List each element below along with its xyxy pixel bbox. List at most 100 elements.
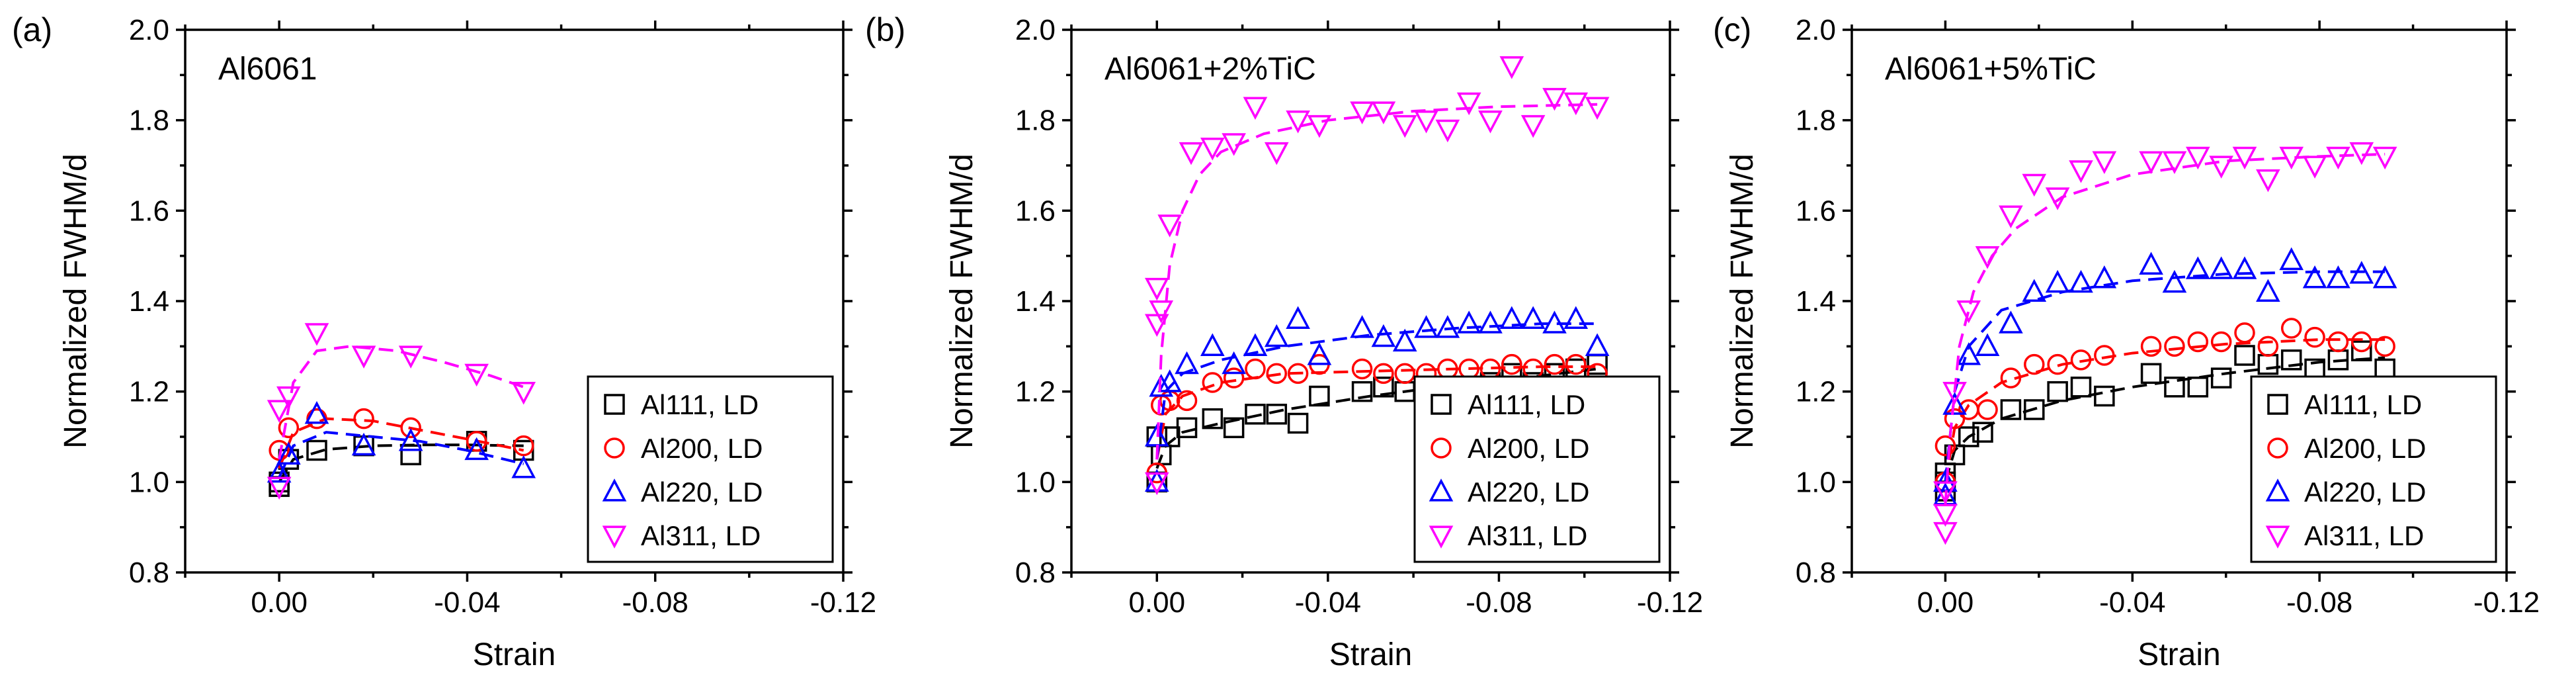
data-point-series-3: [2185, 256, 2210, 279]
legend-marker: [602, 525, 627, 549]
data-point-series-2: [2047, 353, 2068, 375]
data-point-series-3: [2349, 261, 2374, 284]
data-point-series-4: [2302, 156, 2327, 179]
data-point-series-2: [1934, 435, 1956, 457]
data-point-series-3: [1350, 315, 1374, 338]
data-point-series-1: [2374, 358, 2395, 380]
legend-label: Al311, LD: [1468, 520, 1587, 551]
data-point-series-1: [2140, 363, 2162, 384]
data-point-series-3: [1307, 342, 1332, 365]
data-point-series-3: [2279, 247, 2304, 271]
x-axis-title: Strain: [1329, 637, 1412, 672]
data-point-series-1: [2024, 399, 2045, 420]
fit-line-2: [1155, 365, 1598, 460]
data-point-series-1: [1373, 377, 1394, 398]
sample-title: Al6061+5%TiC: [1885, 52, 2097, 87]
legend-label: Al200, LD: [641, 433, 763, 464]
data-point-series-3: [351, 432, 376, 456]
legend-marker: [602, 478, 627, 502]
data-point-series-1: [2000, 399, 2022, 420]
fit-line-2: [1944, 338, 2386, 482]
sample-title: Al6061: [218, 52, 317, 87]
data-point-series-4: [1999, 205, 2023, 228]
data-point-series-2: [2304, 326, 2325, 348]
legend-marker: [1431, 437, 1452, 459]
data-point-series-2: [1944, 408, 1966, 429]
data-point-series-3: [276, 441, 301, 465]
data-point-series-1: [1958, 426, 1979, 447]
data-point-series-4: [1243, 97, 1268, 120]
fit-line-1: [1155, 367, 1598, 469]
x-tick-label: 0.00: [1128, 586, 1185, 619]
y-tick-label: 1.0: [1796, 466, 1836, 498]
data-point-series-2: [1223, 367, 1245, 388]
x-axis-title: Strain: [473, 637, 556, 672]
fit-line-3: [1155, 322, 1598, 460]
data-point-series-4: [1307, 114, 1332, 138]
data-point-series-1: [1309, 385, 1330, 407]
data-point-series-4: [464, 363, 489, 387]
data-point-series-2: [1373, 363, 1394, 384]
y-tick-label: 1.2: [1796, 376, 1836, 408]
x-tick-label: -0.04: [1295, 586, 1361, 619]
x-axis-title: Strain: [2138, 637, 2220, 672]
panel-label: (c): [1713, 11, 1751, 48]
data-point-series-2: [1351, 358, 1373, 380]
data-point-series-4: [2045, 187, 2070, 210]
x-tick-label: -0.04: [2099, 586, 2165, 619]
legend-label: Al220, LD: [641, 476, 763, 508]
data-point-series-1: [1972, 422, 1993, 443]
data-point-series-2: [2140, 336, 2162, 357]
data-point-series-2: [1287, 363, 1309, 384]
data-point-series-1: [1266, 404, 1288, 425]
data-point-series-2: [2024, 353, 2045, 375]
legend-marker: [2267, 437, 2288, 459]
data-point-series-4: [1956, 300, 1981, 324]
data-point-series-4: [1975, 246, 2000, 269]
data-point-series-3: [1200, 333, 1225, 356]
data-point-series-2: [2374, 336, 2395, 357]
data-point-series-3: [1999, 310, 2023, 334]
data-point-series-3: [1371, 324, 1396, 347]
legend-label: Al111, LD: [641, 389, 759, 420]
data-point-series-1: [2351, 340, 2372, 361]
data-point-series-4: [1371, 101, 1396, 124]
legend-label: Al111, LD: [2304, 389, 2422, 420]
y-tick-label: 1.0: [1015, 466, 1056, 498]
data-point-series-3: [1456, 310, 1481, 334]
x-tick-label: -0.08: [1466, 586, 1532, 619]
data-point-series-3: [2326, 265, 2350, 289]
legend: [1413, 375, 1661, 563]
legend-marker: [1429, 478, 1454, 502]
data-point-series-4: [1456, 92, 1481, 116]
data-point-series-1: [2280, 349, 2302, 371]
data-point-series-2: [353, 408, 374, 429]
data-point-series-4: [2279, 146, 2304, 170]
data-point-series-2: [2094, 345, 2115, 366]
x-tick-label: -0.08: [622, 586, 688, 619]
data-point-series-4: [267, 400, 292, 423]
data-point-series-3: [2372, 265, 2397, 289]
data-point-series-4: [1933, 481, 1958, 504]
legend-marker: [2265, 525, 2290, 549]
data-point-series-3: [1286, 306, 1310, 329]
panel-label: (a): [12, 11, 52, 48]
data-point-series-4: [1435, 119, 1460, 143]
data-point-series-2: [278, 417, 300, 439]
x-tick-label: -0.12: [1637, 586, 1703, 619]
data-point-series-3: [1520, 306, 1546, 329]
chart-panel-2: 0.8 1.0 1.2 1.4 1.6 1.8 2.0 0.00 -0.04 -0.08 -0.12…: [865, 11, 1703, 672]
y-tick-label: 1.6: [1015, 195, 1056, 227]
data-point-series-3: [1499, 306, 1524, 329]
data-point-series-3: [2139, 251, 2163, 275]
data-point-series-1: [306, 439, 327, 461]
data-point-series-2: [2327, 331, 2349, 353]
data-point-series-4: [2372, 146, 2397, 170]
x-tick-label: -0.04: [434, 586, 500, 619]
data-point-series-1: [2047, 381, 2068, 402]
data-point-series-4: [1144, 472, 1169, 496]
data-point-series-4: [2232, 146, 2257, 170]
data-point-series-2: [1245, 358, 1266, 380]
chart-panel-1: 0.8 1.0 1.2 1.4 1.6 1.8 2.0 0.00 -0.04 -0.08 -0.12…: [12, 11, 876, 672]
